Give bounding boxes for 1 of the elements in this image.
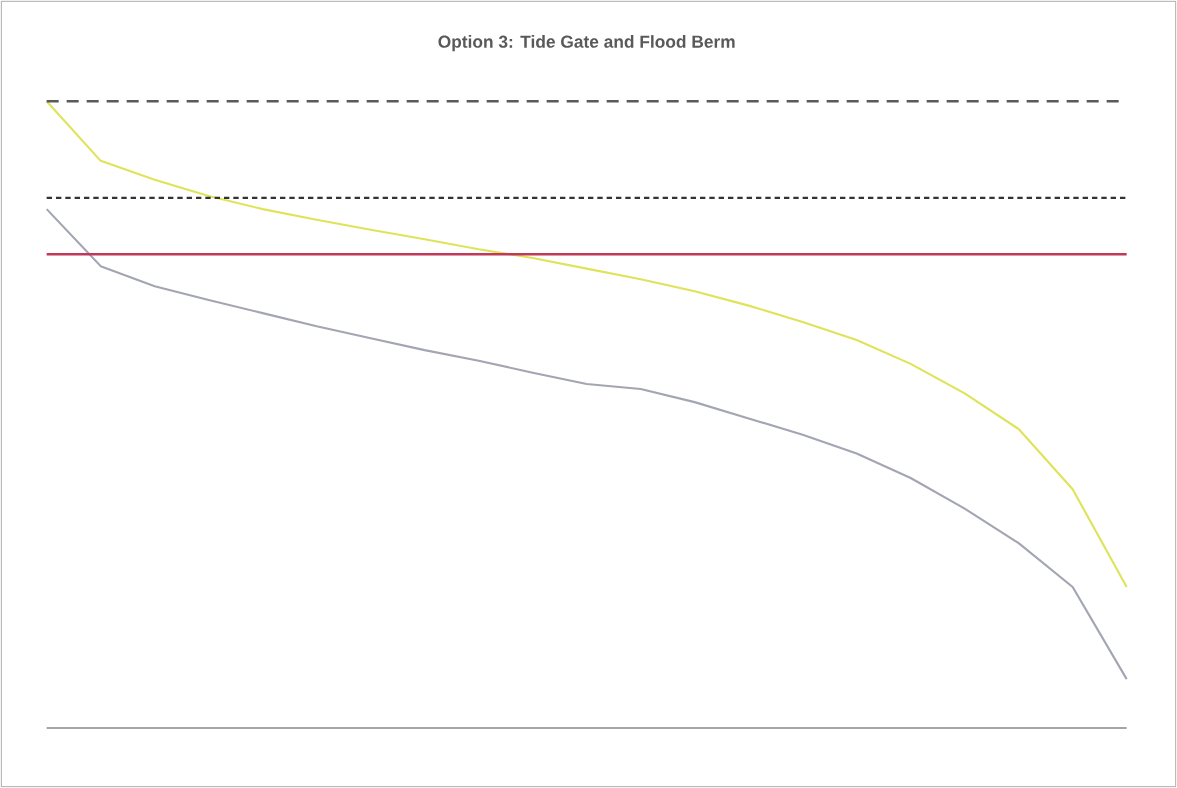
chart-title: Option 3: Tide Gate and Flood Berm <box>438 35 735 52</box>
